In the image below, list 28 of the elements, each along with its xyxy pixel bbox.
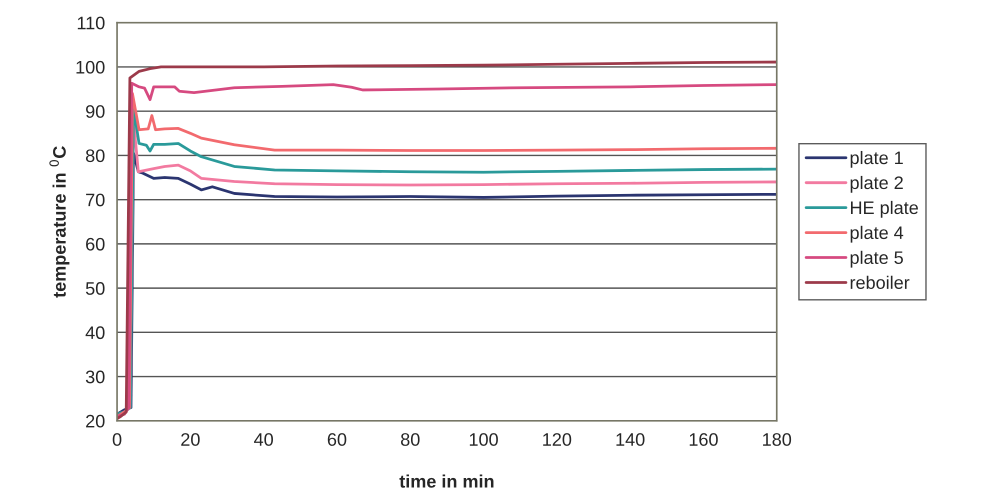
x-tick-label: 60 (328, 433, 346, 446)
x-tick-label: 100 (470, 433, 498, 446)
x-tick-label: 40 (254, 433, 273, 446)
y-tick-label: 40 (86, 326, 105, 340)
y-axis-title: temperature in $^{0}$C (49, 146, 70, 298)
y-tick-label: 50 (86, 282, 105, 295)
y-tick-label: 70 (86, 194, 105, 206)
y-tick-label: 20 (86, 414, 105, 428)
y-tick-label: 100 (76, 60, 105, 74)
y-tick-label: 110 (78, 16, 105, 30)
legend-label: HE plate (850, 200, 918, 218)
x-tick-label: 180 (763, 433, 792, 446)
x-tick-label: 0 (112, 433, 122, 446)
legend-label: plate 2 (850, 176, 903, 193)
y-tick-label: 80 (86, 149, 105, 162)
y-tick-label: 60 (86, 238, 105, 251)
legend-label: plate 5 (850, 250, 903, 268)
legend-label: plate 1 (850, 150, 903, 168)
x-tick-label: 20 (181, 433, 200, 446)
x-tick-label: 80 (400, 433, 420, 446)
y-tick-label: 90 (86, 105, 105, 118)
x-tick-label: 140 (616, 433, 644, 446)
x-tick-label: 120 (543, 433, 572, 446)
x-axis-title: time in min (399, 474, 494, 488)
y-tick-label: 30 (86, 370, 105, 384)
x-tick-label: 160 (690, 433, 718, 446)
legend-label: plate 4 (850, 226, 904, 243)
legend-label: reboiler (850, 276, 910, 289)
